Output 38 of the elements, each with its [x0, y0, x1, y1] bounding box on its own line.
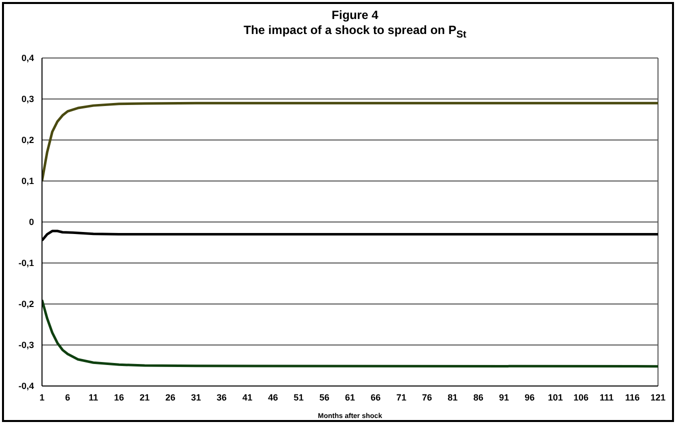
line-series: [42, 298, 658, 368]
y-tick-label: -0,4: [18, 381, 34, 392]
x-tick-label: 86: [473, 392, 484, 402]
y-tick-label: 0,2: [21, 135, 34, 146]
x-tick-label: 1: [39, 392, 45, 402]
x-tick-label: 61: [344, 392, 356, 402]
x-tick-label: 31: [190, 392, 202, 402]
x-tick-label: 121: [650, 392, 666, 402]
x-tick-label: 36: [216, 392, 227, 402]
y-tick-label: 0: [28, 217, 34, 228]
y-tick-label: 0,1: [21, 176, 34, 186]
x-tick-label: 116: [625, 392, 640, 402]
x-tick-label: 21: [140, 392, 150, 402]
x-tick-label: 76: [422, 392, 432, 402]
x-tick-label: 91: [498, 392, 510, 402]
x-tick-label: 66: [370, 392, 381, 402]
y-tick-label: -0,2: [18, 299, 34, 310]
x-tick-label: 6: [65, 392, 70, 402]
line-series: [42, 102, 658, 182]
y-tick-label: -0,3: [18, 340, 34, 350]
x-tick-label: 41: [242, 392, 252, 402]
y-tick-label: 0,3: [21, 94, 34, 104]
x-tick-label: 111: [600, 392, 614, 402]
x-tick-label: 81: [448, 392, 458, 402]
x-tick-label: 56: [319, 392, 330, 402]
x-tick-label: 96: [524, 392, 535, 402]
x-tick-label: 11: [88, 392, 98, 402]
y-tick-label: 0,4: [21, 53, 34, 64]
x-tick-label: 71: [396, 392, 406, 402]
chart-subtitle: The impact of a shock to spread on P$_{St}$: [242, 23, 468, 42]
y-tick-label: -0,1: [18, 258, 34, 268]
x-tick-label: 106: [573, 392, 589, 402]
x-tick-label: 51: [294, 392, 304, 402]
x-tick-label: 26: [165, 392, 176, 402]
x-tick-label: 46: [268, 392, 278, 402]
x-tick-label: 101: [548, 392, 563, 402]
chart-title: Figure 4: [330, 8, 380, 23]
x-tick-label: 16: [114, 392, 124, 402]
